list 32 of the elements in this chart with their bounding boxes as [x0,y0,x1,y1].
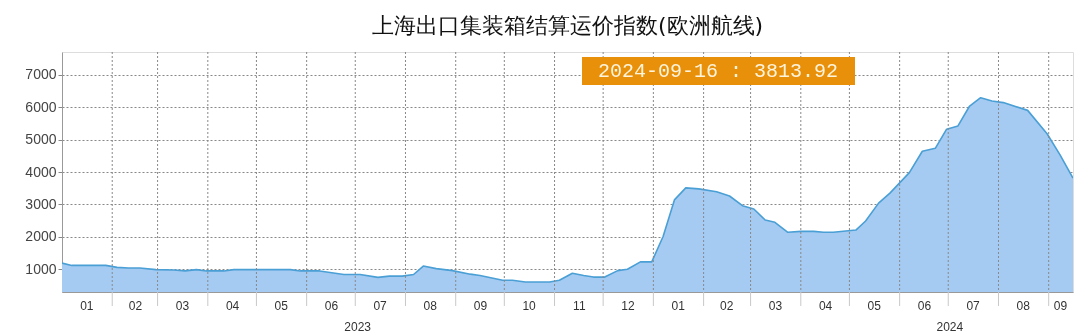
x-tick-label: 06 [917,298,932,313]
y-tick-label: 2000 [25,228,57,245]
y-tick-label: 7000 [25,66,57,83]
chart-title: 上海出口集装箱结算运价指数(欧洲航线) [371,12,764,38]
x-tick-label: 05 [274,298,289,313]
y-tick-label: 5000 [25,131,57,148]
x-tick-label: 01 [80,298,94,313]
x-tick-label: 04 [818,298,833,313]
x-tick-label: 01 [671,298,686,313]
x-tick-label: 04 [225,298,240,313]
x-tick-label: 02 [128,298,143,313]
x-tick-label: 12 [621,298,635,313]
x-tick-label: 06 [324,298,339,313]
x-tick-label: 08 [423,298,438,313]
x-tick-label: 07 [373,298,388,313]
x-tick-label: 09 [1053,298,1068,313]
annotation: 2024-09-16 : 3813.92 [597,60,839,83]
text: 2023 [344,320,372,334]
x-tick-label: 11 [573,298,586,313]
x-tick-label: 05 [867,298,882,313]
x-tick-label: 09 [473,298,488,313]
y-tick-label: 6000 [25,98,57,115]
x-tick-label: 03 [175,298,190,313]
x-tick-label: 02 [720,298,734,313]
text: 2024 [936,320,964,334]
x-tick-label: 10 [522,298,537,313]
y-tick-label: 1000 [25,260,57,277]
y-tick-label: 3000 [25,195,57,212]
x-tick-label: 08 [1016,298,1031,313]
x-tick-label: 03 [768,298,783,313]
x-tick-label: 07 [966,298,981,313]
y-tick-label: 4000 [25,163,57,180]
